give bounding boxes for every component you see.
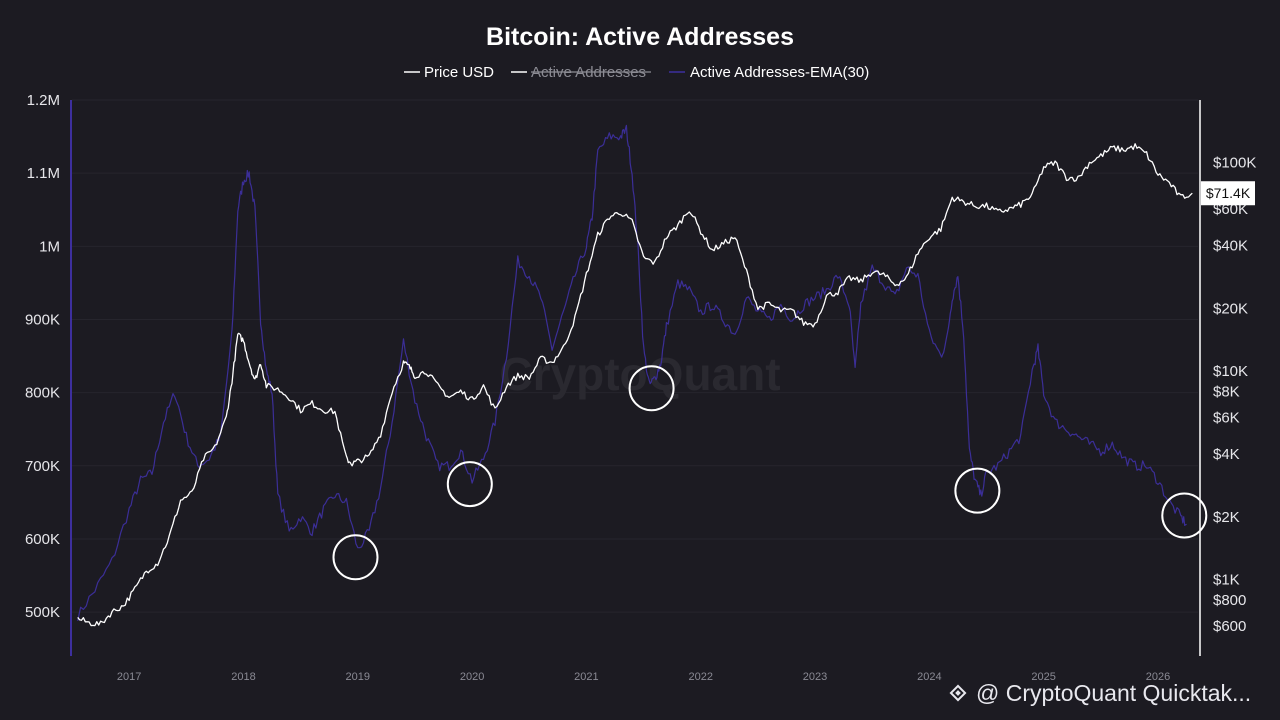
y-left-tick-label: 900K [25, 311, 60, 328]
highlight-circle [628, 365, 675, 412]
x-tick-label: 2024 [917, 671, 941, 683]
y-right-tick-label: $4K [1213, 446, 1240, 463]
y-right-tick-label: $8K [1213, 383, 1240, 400]
y-right-tick-label: $10K [1213, 363, 1248, 380]
binance-icon [949, 684, 967, 702]
highlight-circle [1161, 492, 1208, 539]
y-left-tick-label: 500K [25, 604, 60, 621]
footer-brand: @ CryptoQuant Quicktak... [949, 680, 1251, 706]
highlight-circles [332, 365, 1208, 581]
legend-ema-label[interactable]: Active Addresses-EMA(30) [690, 64, 869, 81]
x-tick-label: 2022 [688, 671, 712, 683]
highlight-circle [446, 461, 493, 508]
series-price-usd [77, 143, 1193, 627]
highlight-circle [332, 534, 379, 581]
x-tick-label: 2023 [803, 671, 827, 683]
y-right-tick-label: $100K [1213, 155, 1256, 172]
y-right-tick-label: $800 [1213, 592, 1246, 609]
x-tick-label: 2025 [1031, 671, 1055, 683]
y-left-tick-label: 700K [25, 458, 60, 475]
grid [72, 99, 1198, 613]
highlight-circle [954, 467, 1001, 514]
x-tick-label: 2021 [574, 671, 598, 683]
y-right-tick-label: $1K [1213, 572, 1240, 589]
x-tick-label: 2020 [460, 671, 484, 683]
right-axis: $600$800$1K$2K$4K$6K$8K$10K$20K$40K$60K$… [1199, 100, 1256, 656]
watermark: CryptoQuant [499, 348, 780, 400]
y-right-tick-label: $2K [1213, 509, 1240, 526]
left-axis: 500K 600K 700K 800K 900K 1M 1.1M 1.2M [25, 92, 72, 656]
x-tick-label: 2018 [231, 671, 255, 683]
price-tag-box [1201, 181, 1255, 206]
y-left-tick-label: 1.2M [27, 92, 60, 109]
x-tick-label: 2017 [117, 671, 141, 683]
legend-price-label[interactable]: Price USD [424, 64, 494, 81]
price-tag-label: $71.4K [1206, 185, 1251, 201]
y-left-tick-label: 600K [25, 531, 60, 548]
y-right-tick-label: $6K [1213, 409, 1240, 426]
current-price-tag: $71.4K [1201, 181, 1255, 206]
footer-text: @ CryptoQuant Quicktak... [976, 680, 1251, 706]
y-left-tick-label: 1M [39, 238, 60, 255]
y-right-tick-label: $40K [1213, 238, 1248, 255]
y-right-tick-label: $600 [1213, 618, 1246, 635]
y-left-tick-label: 1.1M [27, 165, 60, 182]
chart-title: Bitcoin: Active Addresses [486, 23, 794, 51]
y-right-tick-label: $20K [1213, 300, 1248, 317]
y-left-tick-label: 800K [25, 385, 60, 402]
x-axis: 2017 2018 2019 2020 2021 2022 2023 2024 2025 2026 [117, 671, 1170, 683]
series-layer [77, 124, 1193, 627]
x-tick-label: 2019 [346, 671, 370, 683]
x-tick-label: 2026 [1146, 671, 1170, 683]
legend[interactable]: Price USD Active Addresses Active Addres… [404, 64, 869, 81]
